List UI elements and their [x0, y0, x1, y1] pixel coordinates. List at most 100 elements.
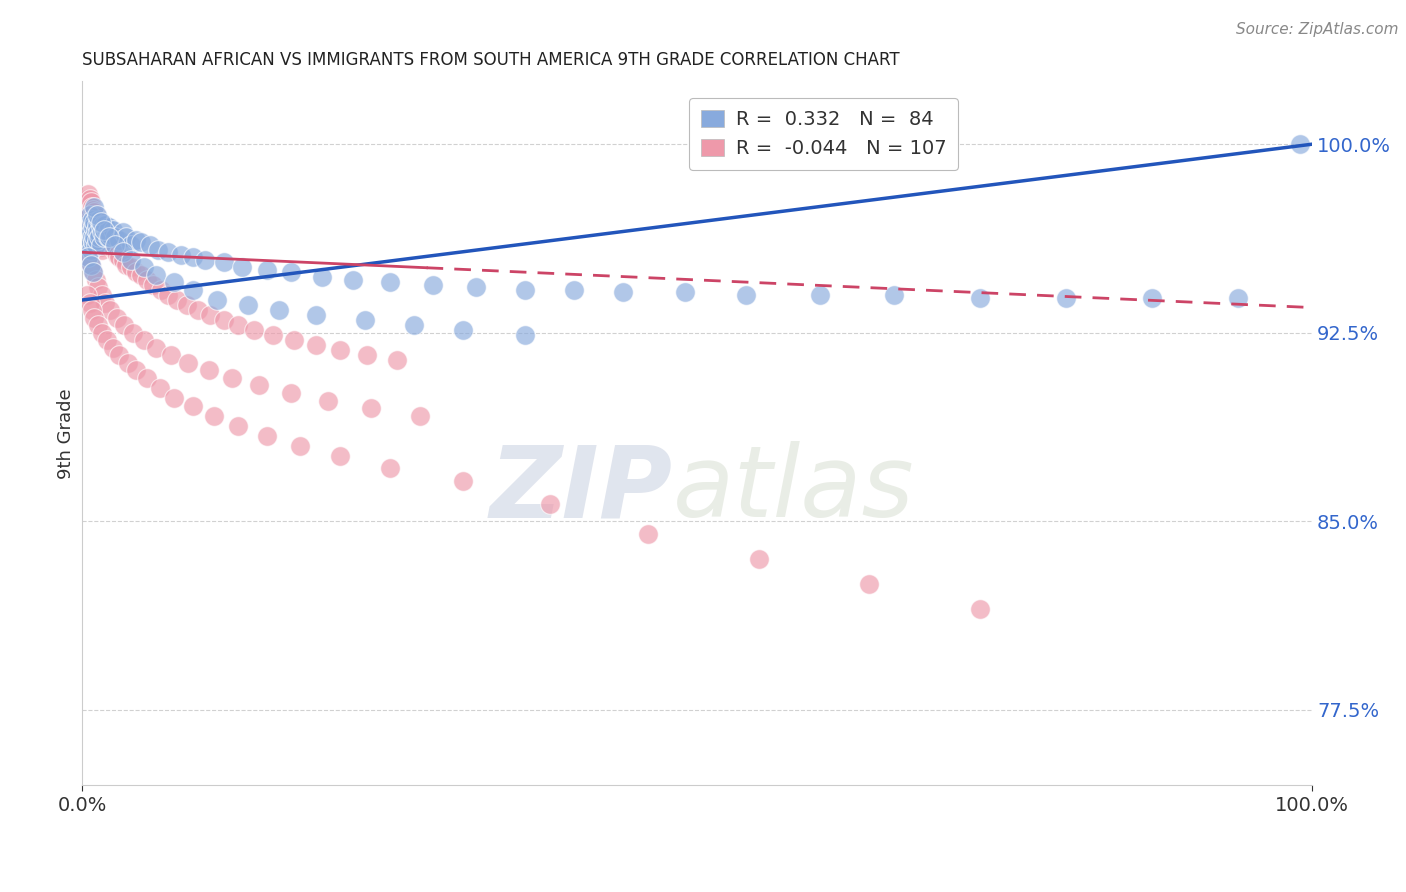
Point [91, 222, 114, 236]
Point [80, 303, 103, 318]
Point [238, 298, 260, 312]
Point [280, 386, 302, 401]
Point [84, 208, 107, 222]
Point [125, 233, 148, 247]
Point [267, 303, 290, 318]
Point [96, 333, 118, 347]
Point [76, 193, 98, 207]
Point [311, 270, 333, 285]
Point [120, 252, 142, 267]
Point [356, 348, 378, 362]
Point [86, 233, 108, 247]
Point [89, 237, 111, 252]
Point [90, 218, 112, 232]
Point [247, 378, 270, 392]
Point [100, 227, 122, 242]
Point [111, 225, 134, 239]
Point [354, 313, 377, 327]
Point [969, 602, 991, 616]
Point [82, 202, 104, 217]
Point [231, 260, 253, 275]
Point [316, 393, 339, 408]
Point [117, 356, 139, 370]
Point [166, 293, 188, 307]
Point [198, 308, 221, 322]
Point [100, 303, 122, 318]
Point [748, 552, 770, 566]
Point [1054, 291, 1077, 305]
Point [90, 288, 112, 302]
Point [87, 212, 110, 227]
Point [194, 252, 217, 267]
Point [101, 222, 124, 236]
Point [90, 237, 112, 252]
Y-axis label: 9th Grade: 9th Grade [58, 388, 75, 478]
Point [283, 333, 305, 347]
Point [87, 318, 110, 333]
Point [104, 230, 127, 244]
Point [342, 273, 364, 287]
Point [212, 313, 235, 327]
Point [187, 303, 209, 318]
Point [89, 212, 111, 227]
Point [163, 276, 186, 290]
Point [148, 243, 170, 257]
Point [129, 235, 152, 250]
Point [111, 252, 134, 267]
Point [86, 218, 108, 232]
Point [181, 250, 204, 264]
Point [1288, 137, 1310, 152]
Point [94, 218, 117, 232]
Point [77, 237, 100, 252]
Point [79, 208, 101, 222]
Point [612, 285, 634, 300]
Point [77, 187, 100, 202]
Point [120, 260, 142, 275]
Point [163, 391, 186, 405]
Point [120, 237, 142, 252]
Text: Source: ZipAtlas.com: Source: ZipAtlas.com [1236, 22, 1399, 37]
Point [221, 371, 243, 385]
Point [125, 265, 148, 279]
Point [98, 237, 121, 252]
Point [90, 243, 112, 257]
Point [136, 273, 159, 287]
Point [108, 250, 131, 264]
Point [108, 233, 131, 247]
Point [96, 225, 118, 239]
Point [79, 193, 101, 207]
Point [513, 328, 536, 343]
Point [673, 285, 696, 300]
Point [1142, 291, 1164, 305]
Point [288, 439, 311, 453]
Point [858, 577, 880, 591]
Point [149, 381, 172, 395]
Point [159, 348, 181, 362]
Point [735, 288, 758, 302]
Point [329, 449, 352, 463]
Point [80, 218, 103, 232]
Point [83, 230, 105, 244]
Point [93, 222, 115, 236]
Point [93, 230, 115, 244]
Point [453, 474, 475, 488]
Point [637, 526, 659, 541]
Point [157, 288, 180, 302]
Point [562, 283, 585, 297]
Point [98, 220, 121, 235]
Point [305, 338, 328, 352]
Point [115, 230, 138, 244]
Point [82, 235, 104, 250]
Point [409, 409, 432, 423]
Point [80, 225, 103, 239]
Point [86, 208, 108, 222]
Point [89, 230, 111, 244]
Legend: R =  0.332   N =  84, R =  -0.044   N = 107: R = 0.332 N = 84, R = -0.044 N = 107 [689, 98, 957, 169]
Point [80, 194, 103, 209]
Point [90, 220, 112, 235]
Point [97, 230, 120, 244]
Point [139, 237, 162, 252]
Point [280, 265, 302, 279]
Point [82, 222, 104, 236]
Point [969, 291, 991, 305]
